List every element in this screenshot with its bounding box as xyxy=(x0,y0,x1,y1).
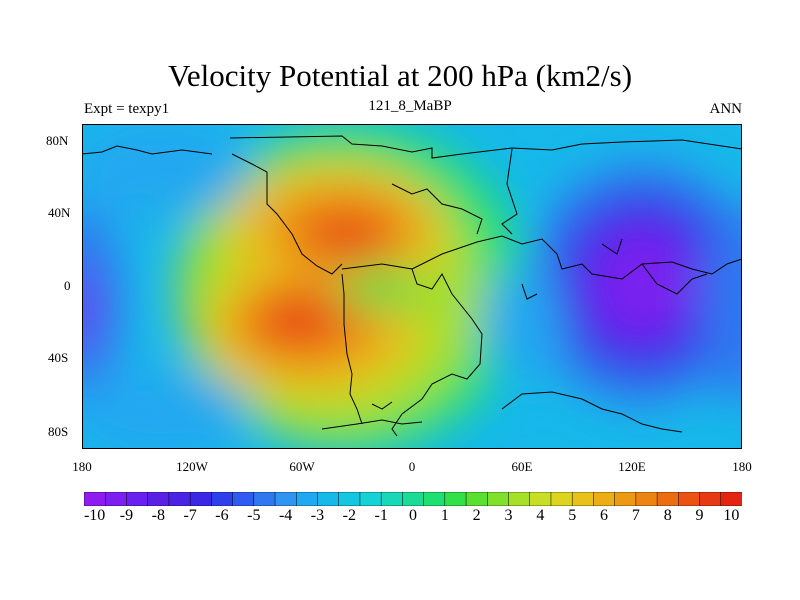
colorbar-label: -4 xyxy=(278,507,293,524)
colorbar-label: 1 xyxy=(440,507,449,524)
colorbar-swatch xyxy=(253,492,276,506)
colorbar-swatch xyxy=(699,492,722,506)
colorbar-swatch xyxy=(465,492,489,506)
colorbar-label: -10 xyxy=(83,507,106,524)
colorbar-swatch xyxy=(232,492,255,506)
colorbar-swatch xyxy=(529,492,552,506)
colorbar-label: 2 xyxy=(472,507,481,524)
y-tick-80s: 80S xyxy=(48,424,69,439)
colorbar-swatch xyxy=(104,492,128,506)
colorbar-label: 0 xyxy=(409,507,417,524)
colorbar-label: 9 xyxy=(695,507,704,524)
colorbar xyxy=(84,492,742,506)
colorbar-swatch xyxy=(296,492,319,506)
colorbar-swatch xyxy=(508,492,531,506)
colorbar-swatch xyxy=(338,492,361,506)
colorbar-label: 3 xyxy=(504,507,513,524)
colorbar-swatch xyxy=(614,492,637,506)
colorbar-swatch xyxy=(423,492,446,506)
coastlines xyxy=(82,135,742,437)
season-label: ANN xyxy=(709,101,743,117)
colorbar-swatch xyxy=(593,492,616,506)
colorbar-swatch xyxy=(168,492,191,506)
y-tick-40s: 40S xyxy=(48,350,69,365)
colorbar-swatch xyxy=(656,492,680,506)
colorbar-swatch xyxy=(211,492,234,506)
colorbar-label: 8 xyxy=(663,507,672,524)
colorbar-label: 6 xyxy=(600,507,609,524)
x-tick-60e: 60E xyxy=(511,459,533,474)
chart-title: Velocity Potential at 200 hPa (km2/s) xyxy=(167,58,633,93)
colorbar-label: -2 xyxy=(342,507,356,524)
map-plot-area xyxy=(82,124,742,449)
case-label: 121_8_MaBP xyxy=(368,98,452,114)
x-tick-0: 0 xyxy=(408,459,416,474)
colorbar-swatch xyxy=(402,492,425,506)
x-tick-60w: 60W xyxy=(289,459,315,474)
colorbar-label: -1 xyxy=(374,507,388,524)
colorbar-swatch xyxy=(635,492,658,506)
colorbar-swatch xyxy=(147,492,170,506)
colorbar-swatch xyxy=(720,492,742,506)
colorbar-label: -9 xyxy=(119,507,134,524)
colorbar-swatch xyxy=(274,492,298,506)
experiment-label: Expt = texpy1 xyxy=(84,101,170,117)
colorbar-swatch xyxy=(84,492,106,506)
colorbar-swatch xyxy=(359,492,382,506)
colorbar-label: 5 xyxy=(568,507,577,524)
colorbar-swatch xyxy=(126,492,149,506)
x-tick-120w: 120W xyxy=(176,459,208,474)
y-tick-80n: 80N xyxy=(46,133,69,148)
x-tick-180w: 180 xyxy=(72,459,92,474)
colorbar-swatch xyxy=(444,492,467,506)
x-tick-120e: 120E xyxy=(618,459,646,474)
colorbar-label: -5 xyxy=(247,507,261,524)
colorbar-swatch xyxy=(380,492,404,506)
colorbar-swatch xyxy=(317,492,340,506)
heatmap-field xyxy=(82,124,742,449)
colorbar-label: 7 xyxy=(631,507,640,524)
colorbar-label: -6 xyxy=(215,507,229,524)
colorbar-swatch xyxy=(487,492,510,506)
colorbar-label: -8 xyxy=(151,507,165,524)
colorbar-swatch xyxy=(189,492,213,506)
colorbar-swatch xyxy=(678,492,701,506)
colorbar-label: -3 xyxy=(310,507,325,524)
colorbar-label: 10 xyxy=(723,507,740,524)
colorbar-label: -7 xyxy=(183,507,197,524)
colorbar-swatch xyxy=(550,492,573,506)
y-tick-40n: 40N xyxy=(48,205,71,220)
y-tick-0: 0 xyxy=(64,278,71,293)
colorbar-label: 4 xyxy=(536,507,545,524)
x-tick-180e: 180 xyxy=(732,459,752,474)
map-frame xyxy=(82,124,742,449)
colorbar-swatch xyxy=(571,492,595,506)
